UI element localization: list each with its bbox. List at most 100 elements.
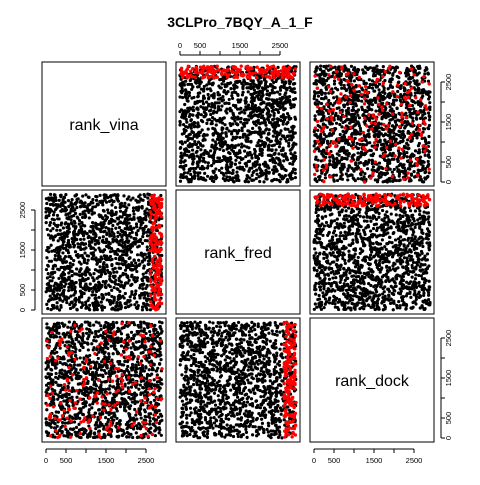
data-point: [72, 230, 76, 234]
data-point: [50, 279, 54, 283]
data-point: [362, 161, 366, 166]
data-point: [103, 218, 108, 223]
data-point: [277, 145, 282, 149]
data-point: [196, 165, 200, 169]
data-point: [247, 169, 251, 173]
data-point: [420, 91, 424, 95]
data-point: [377, 82, 382, 86]
data-point: [179, 151, 183, 155]
data-point: [240, 129, 244, 133]
data-point: [45, 286, 49, 290]
data-point: [59, 265, 63, 269]
data-point: [257, 175, 261, 179]
data-point: [57, 308, 62, 312]
data-point: [104, 237, 109, 241]
data-point: [125, 247, 129, 251]
data-point: [347, 173, 352, 178]
data-point: [239, 116, 243, 121]
data-point: [336, 65, 341, 70]
data-point: [141, 231, 145, 236]
highlight-point: [400, 147, 405, 152]
data-point: [108, 285, 112, 289]
data-point: [48, 294, 52, 298]
data-point: [90, 240, 94, 244]
data-point: [273, 123, 278, 127]
data-point: [144, 224, 148, 228]
data-point: [98, 248, 102, 252]
data-point: [220, 126, 224, 130]
data-point: [363, 171, 367, 176]
data-point: [130, 268, 134, 272]
data-point: [75, 267, 79, 271]
data-point: [99, 272, 104, 277]
data-point: [406, 143, 410, 147]
data-point: [87, 306, 91, 311]
highlight-point: [313, 126, 318, 130]
data-point: [404, 146, 408, 150]
data-point: [112, 297, 116, 301]
data-point: [313, 114, 317, 118]
data-point: [106, 208, 110, 212]
data-point: [55, 228, 59, 232]
data-point: [58, 296, 62, 300]
data-point: [66, 248, 70, 253]
data-point: [75, 200, 79, 204]
data-point: [334, 86, 338, 90]
highlight-point: [348, 100, 352, 105]
data-point: [286, 127, 290, 131]
panel-rank_vina-rank_fred: [175, 61, 301, 187]
data-point: [49, 271, 54, 275]
data-point: [252, 147, 257, 152]
data-point: [273, 161, 278, 165]
data-point: [56, 254, 60, 258]
data-point: [120, 229, 124, 234]
data-point: [379, 175, 383, 179]
data-point: [393, 115, 398, 119]
highlight-point: [357, 75, 362, 80]
data-point: [281, 146, 285, 150]
data-point: [410, 104, 415, 108]
highlight-point: [211, 68, 216, 72]
data-point: [248, 150, 252, 155]
data-point: [134, 264, 138, 269]
data-point: [408, 110, 412, 114]
data-point: [44, 207, 48, 211]
data-point: [293, 156, 298, 161]
data-point: [79, 267, 83, 271]
highlight-point: [151, 198, 155, 203]
data-point: [68, 245, 72, 249]
data-point: [360, 107, 365, 112]
data-point: [124, 281, 128, 285]
highlight-point: [235, 67, 240, 71]
data-point: [46, 299, 51, 303]
data-point: [423, 68, 427, 73]
data-point: [184, 117, 188, 121]
data-point: [321, 77, 325, 81]
data-point: [229, 87, 233, 91]
data-point: [423, 112, 427, 116]
data-point: [134, 289, 138, 293]
data-point: [245, 145, 249, 149]
data-point: [116, 282, 121, 287]
data-point: [45, 227, 49, 232]
highlight-point: [325, 102, 329, 106]
data-point: [211, 103, 216, 107]
data-point: [191, 157, 195, 161]
panel-rank_vina-rank_dock: [309, 61, 435, 187]
data-point: [426, 149, 430, 153]
data-point: [68, 254, 72, 259]
data-point: [325, 170, 329, 174]
data-point: [349, 73, 353, 78]
data-point: [233, 116, 237, 120]
highlight-point: [329, 114, 333, 119]
data-point: [201, 156, 206, 160]
data-point: [405, 151, 409, 155]
data-point: [427, 106, 431, 110]
highlight-point: [235, 75, 240, 80]
data-point: [81, 234, 86, 238]
data-point: [280, 174, 284, 178]
data-point: [426, 72, 430, 76]
data-point: [253, 160, 257, 164]
data-point: [421, 159, 425, 164]
